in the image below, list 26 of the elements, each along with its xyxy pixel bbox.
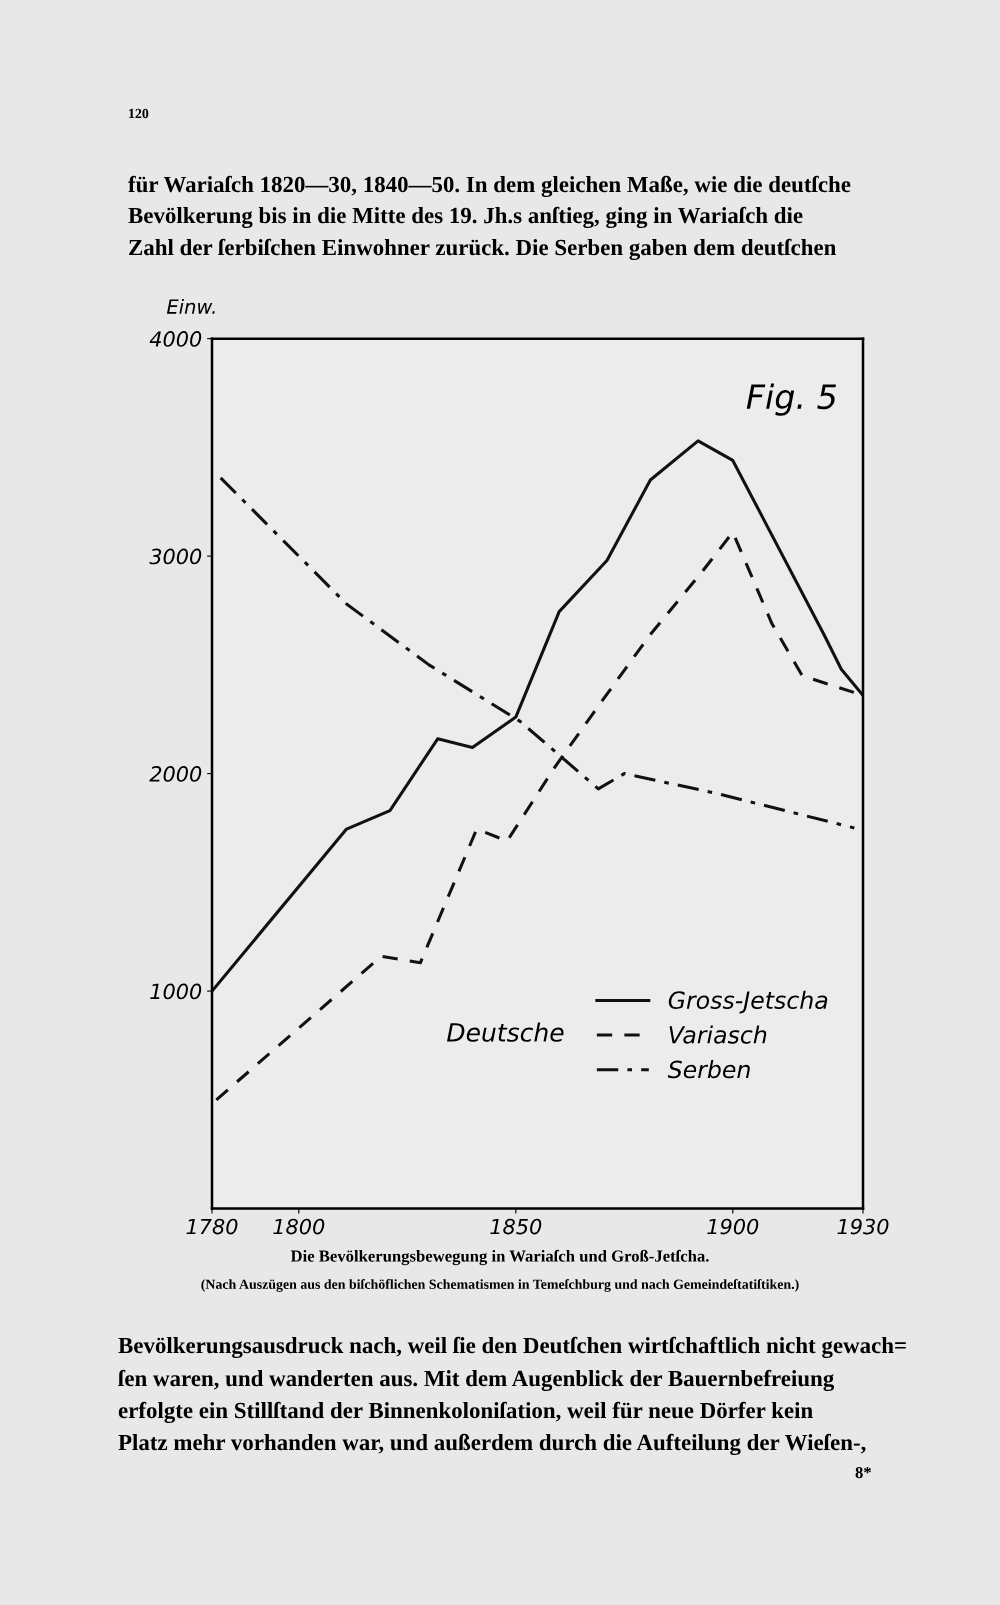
text: Bevölkerung bis in die Mitte des 19. Jh.s anſtieg, ging in Wariaſch die <box>128 206 803 229</box>
y-tick-label: 4000 <box>149 331 202 347</box>
y-axis-title: Einw. <box>166 298 215 314</box>
x-tick-label: 1800 <box>273 1218 325 1235</box>
x-tick-label: 1930 <box>837 1218 889 1235</box>
text: Platz mehr vorhanden war, und außerdem durch die Aufteilung der Wieſen-, <box>118 1433 866 1456</box>
text: Zahl der ſerbiſchen Einwohner zurück. Die Serben gaben dem deutſchen <box>129 238 837 261</box>
y-tick-label: 2000 <box>149 766 202 782</box>
x-tick-label: 1850 <box>490 1218 542 1235</box>
x-tick-label: 1900 <box>707 1218 759 1235</box>
legend-label: Serben <box>667 1060 750 1079</box>
annotation: Deutsche <box>447 1022 564 1042</box>
text: erfolgte ein Stillſtand der Binnenkoloniſation, weil für neue Dörfer kein <box>118 1401 813 1424</box>
y-tick-label: 3000 <box>149 548 202 565</box>
text: 8* <box>855 1466 871 1479</box>
legend-label: Gross-Jetscha <box>668 990 828 1014</box>
text: (Nach Auszügen aus den biſchöflichen Schematismen in Temeſchburg und nach Gemeindeſtatiſtiken.) <box>201 1279 799 1292</box>
text: 120 <box>129 108 149 119</box>
text: Die Bevölkerungsbewegung in Wariaſch und Groß-Jetſcha. <box>290 1249 709 1266</box>
text: Bevölkerungsausdruck nach, weil ſie den Deutſchen wirtſchaftlich nicht gewach= <box>118 1336 906 1359</box>
text: ſen waren, und wanderten aus. Mit dem Augenblick der Bauernbefreiung <box>118 1369 835 1392</box>
annotation: Fig. 5 <box>746 383 836 416</box>
legend-label: Variasch <box>669 1025 767 1044</box>
x-tick-label: 1780 <box>186 1218 238 1235</box>
text: für Wariaſch 1820—30, 1840—50. In dem gleichen Maße, wie die deutſche <box>128 175 851 198</box>
y-tick-label: 1000 <box>150 983 202 1000</box>
